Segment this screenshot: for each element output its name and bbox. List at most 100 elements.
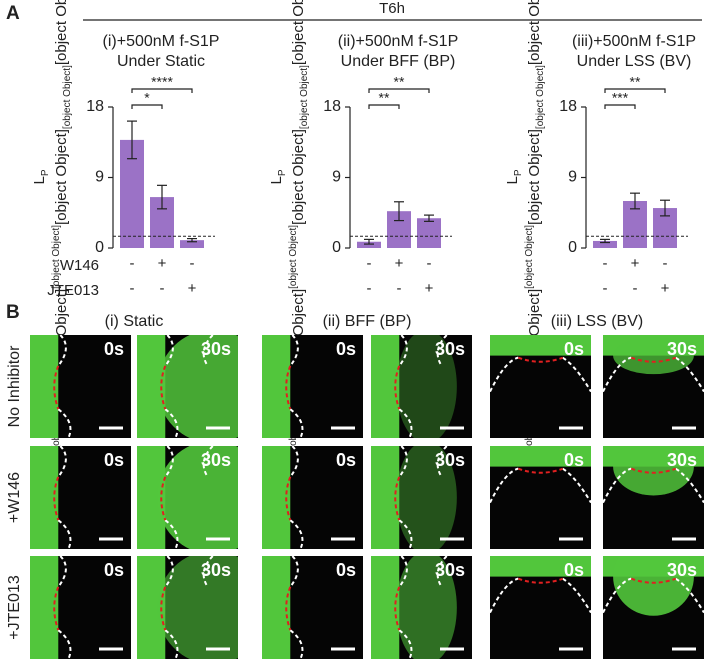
y-axis-subscript: P [277, 169, 288, 176]
green-diffusion [157, 335, 238, 438]
y-tick-label: 18 [559, 98, 577, 115]
time-label: 0s [104, 339, 124, 359]
time-label: 0s [104, 450, 124, 470]
image-tile [30, 335, 131, 438]
y-axis-unit-part: [object Object] [524, 225, 535, 289]
vessel-wall [289, 556, 304, 659]
treatment-sign: - [130, 255, 135, 272]
image-tile [30, 446, 131, 549]
time-label: 30s [201, 339, 231, 359]
time-label: 30s [667, 450, 697, 470]
y-axis-unit-part: [object Object] [53, 129, 70, 225]
significance-label: ** [379, 90, 390, 106]
y-tick-label: 9 [332, 169, 341, 186]
y-axis-label: LP [504, 169, 524, 184]
green-channel [490, 556, 591, 577]
column-header: (i) Static [105, 313, 164, 330]
treatment-sign: + [188, 280, 197, 297]
chart-title: Under BFF (BP) [341, 53, 456, 70]
green-diffusion [613, 446, 694, 496]
chart-title: (i)+500nM f-S1P [103, 33, 220, 50]
green-diffusion [613, 556, 694, 616]
image-tile [603, 446, 704, 549]
time-label: 30s [435, 450, 465, 470]
time-label: 0s [336, 339, 356, 359]
chart-title: Under Static [117, 53, 205, 70]
time-label: 30s [667, 339, 697, 359]
treatment-sign: - [190, 255, 195, 272]
y-axis-symbol: L [268, 176, 285, 184]
vessel-wall [289, 335, 304, 438]
vessel-wall [490, 356, 591, 393]
vessel-wall [164, 335, 179, 438]
treatment-sign: + [395, 255, 404, 272]
green-diffusion [157, 556, 238, 659]
y-axis-unit-part: [object Object] [535, 65, 546, 129]
significance-label: ** [394, 74, 405, 90]
time-label: 30s [435, 560, 465, 580]
y-tick-label: 9 [95, 169, 104, 186]
chart-title: Under LSS (BV) [577, 53, 692, 70]
vessel-wall [490, 577, 591, 614]
image-tile [603, 335, 704, 438]
time-label: 30s [667, 560, 697, 580]
vessel-wall [202, 446, 214, 478]
significance-bracket [131, 104, 163, 109]
y-axis-label: LP [268, 169, 288, 184]
treatment-sign: - [367, 255, 372, 272]
row-label: No Inhibitor [6, 345, 23, 427]
y-axis-symbol: L [31, 176, 48, 184]
time-label: 0s [336, 560, 356, 580]
treatment-sign: + [631, 255, 640, 272]
gel-interface [160, 476, 167, 521]
treatment-sign: - [603, 280, 608, 297]
time-label: 30s [201, 450, 231, 470]
time-label: 0s [104, 560, 124, 580]
treatment-label: W146 [60, 257, 99, 274]
treatment-sign: + [158, 255, 167, 272]
vessel-wall [164, 446, 179, 549]
y-axis-unit-part: [object Object] [51, 225, 62, 289]
vessel-wall [202, 335, 214, 367]
green-diffusion [613, 337, 694, 375]
vessel-wall [603, 467, 704, 504]
image-tile [603, 556, 704, 659]
y-axis-symbol: L [504, 176, 521, 184]
vessel-wall [57, 556, 72, 659]
treatment-sign: - [633, 280, 638, 297]
gel-interface [517, 577, 564, 584]
image-tile [137, 556, 238, 659]
time-label: 0s [336, 450, 356, 470]
panel-label: A [6, 3, 20, 24]
vessel-wall [490, 467, 591, 504]
image-tile [371, 335, 472, 438]
column-header: (ii) BFF (BP) [323, 313, 412, 330]
treatment-sign: - [663, 255, 668, 272]
vessel-wall [57, 335, 72, 438]
y-axis-unit-part: [object Object] [62, 65, 73, 129]
panel-label: B [6, 302, 20, 323]
treatment-sign: - [427, 255, 432, 272]
gel-interface [630, 356, 677, 363]
treatment-sign: + [425, 280, 434, 297]
significance-label: **** [151, 74, 173, 90]
gel-interface [517, 356, 564, 363]
treatment-sign: - [603, 255, 608, 272]
vessel-wall [603, 356, 704, 393]
treatment-sign: - [160, 280, 165, 297]
vessel-wall [436, 335, 448, 367]
bar [417, 218, 441, 248]
vessel-wall [398, 335, 413, 438]
vessel-wall [398, 446, 413, 549]
significance-bracket [368, 104, 400, 109]
green-diffusion [396, 335, 457, 438]
treatment-sign: + [661, 280, 670, 297]
treatment-sign: - [367, 280, 372, 297]
image-tile [490, 556, 591, 659]
y-axis-label: LP [31, 169, 51, 184]
y-tick-label: 18 [323, 98, 341, 115]
significance-bracket [368, 88, 430, 93]
y-axis-unit-part: [object Object] [288, 225, 299, 289]
header: T6h [379, 0, 405, 17]
